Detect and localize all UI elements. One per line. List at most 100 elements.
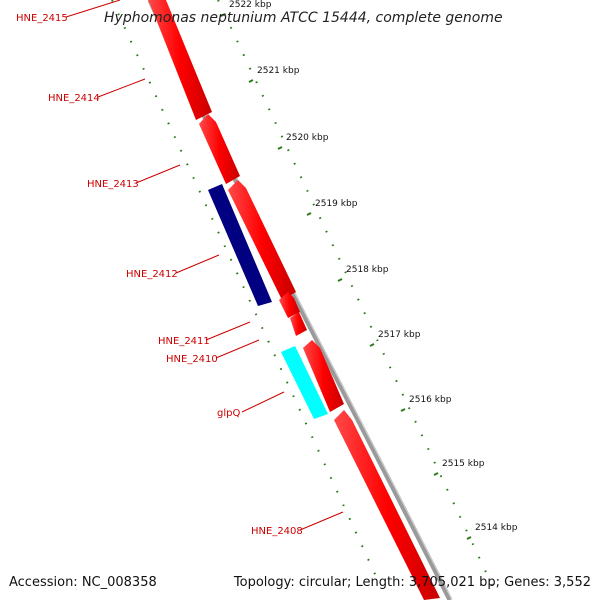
outer-track-dot bbox=[446, 488, 449, 491]
inner-track-dot bbox=[242, 285, 245, 289]
inner-track-dot bbox=[317, 449, 320, 452]
outer-track-dot bbox=[427, 447, 430, 451]
tick-mark bbox=[400, 408, 406, 412]
outer-track-dot bbox=[490, 583, 494, 587]
outer-track-dot bbox=[458, 515, 462, 518]
reverse-genes bbox=[208, 184, 328, 419]
gene-hne-2413-shape[interactable] bbox=[228, 180, 296, 300]
scale-ticks: 2522 kbp 2521 kbp 2520 kbp 2519 kbp 2518 kbp… bbox=[220, 0, 518, 540]
outer-track-dot bbox=[382, 352, 385, 356]
outer-track-dot bbox=[217, 0, 220, 2]
inner-track-dot bbox=[123, 26, 127, 30]
tick-label: 2520 kbp bbox=[286, 133, 329, 143]
gene-labels: HNE_2415 HNE_2414 HNE_2413 HNE_2412 HNE_… bbox=[16, 13, 303, 537]
inner-track-dot bbox=[129, 40, 133, 43]
inner-track-dot bbox=[354, 531, 358, 534]
map-title: Hyphomonas neptunium ATCC 15444, complet… bbox=[104, 10, 503, 26]
outer-track-dot bbox=[299, 176, 303, 179]
gene-glpq-shape[interactable] bbox=[281, 346, 328, 419]
label-hne-2413[interactable]: HNE_2413 bbox=[87, 179, 139, 190]
tick-label: 2517 kbp bbox=[378, 330, 421, 340]
outer-track-dot bbox=[407, 407, 411, 410]
inner-track-dot bbox=[361, 545, 364, 548]
tick-mark bbox=[369, 343, 375, 347]
tick-label: 2522 kbp bbox=[229, 0, 272, 10]
label-hne-2410[interactable]: HNE_2410 bbox=[166, 354, 218, 365]
tick-label: 2519 kbp bbox=[315, 199, 358, 209]
inner-track-dot bbox=[311, 435, 314, 439]
tick-mark bbox=[466, 536, 472, 540]
outer-track-dot bbox=[395, 379, 398, 383]
forward-genes bbox=[148, 0, 440, 600]
inner-track-dot bbox=[173, 136, 177, 139]
outer-track-dot bbox=[439, 474, 443, 478]
inner-track-dot bbox=[279, 367, 283, 371]
outer-track-dot bbox=[306, 189, 309, 193]
gene-hne-2408-shape[interactable] bbox=[334, 410, 440, 600]
leader-hne-2412 bbox=[175, 254, 220, 274]
inner-track-dot bbox=[367, 558, 370, 562]
outer-track-dot bbox=[274, 121, 277, 125]
inner-track-dot bbox=[285, 381, 289, 384]
outer-track-dot bbox=[420, 434, 424, 437]
gene-hne-2415-shape[interactable] bbox=[148, 0, 212, 120]
outer-track-dot bbox=[293, 162, 296, 165]
tick-mark bbox=[337, 278, 343, 282]
inner-track-dot bbox=[261, 326, 264, 330]
outer-track-dot bbox=[236, 40, 239, 43]
tick-label: 2521 kbp bbox=[257, 66, 300, 76]
outer-track-dot bbox=[344, 271, 347, 274]
label-hne-2415[interactable]: HNE_2415 bbox=[16, 13, 68, 24]
inner-track-dot bbox=[161, 108, 164, 111]
inner-track-dot bbox=[136, 54, 139, 57]
inner-track-dot bbox=[111, 0, 114, 2]
leader-hne-2414 bbox=[97, 78, 146, 98]
outer-track-dot bbox=[401, 393, 405, 396]
tick-mark bbox=[220, 13, 226, 17]
outer-track-dot bbox=[261, 94, 265, 97]
outer-track-dot bbox=[318, 216, 322, 220]
label-hne-2408[interactable]: HNE_2408 bbox=[251, 526, 303, 537]
outer-track-dot bbox=[248, 67, 252, 70]
inner-track-dot bbox=[148, 81, 152, 84]
label-hne-2411[interactable]: HNE_2411 bbox=[158, 336, 210, 347]
inner-track-dot bbox=[198, 190, 202, 193]
inner-track-dot bbox=[304, 422, 308, 425]
gene-hne-2409-shape[interactable] bbox=[303, 340, 344, 412]
inner-track-dot bbox=[248, 299, 252, 302]
outer-track-dot bbox=[484, 570, 487, 573]
outer-track-dot bbox=[242, 53, 246, 57]
inner-track-dot bbox=[229, 258, 233, 262]
inner-track-dot bbox=[323, 463, 326, 466]
gene-hne-2414-shape[interactable] bbox=[199, 114, 240, 184]
outer-track-dot bbox=[452, 502, 456, 505]
inner-track-dot bbox=[348, 517, 352, 521]
outer-track-dot bbox=[255, 81, 258, 84]
inner-track-dot bbox=[223, 245, 227, 248]
inner-track-dot bbox=[142, 67, 145, 71]
outer-track-dot bbox=[338, 257, 341, 260]
outer-track-dot bbox=[388, 366, 392, 369]
gene-hne-2412-shape[interactable] bbox=[208, 184, 272, 306]
leader-glpq bbox=[241, 391, 285, 413]
outer-track-dot bbox=[477, 556, 481, 559]
gene-hne-2411-shape[interactable] bbox=[279, 292, 300, 318]
label-glpq[interactable]: glpQ bbox=[217, 408, 240, 419]
outer-track-dot bbox=[465, 529, 468, 532]
gene-hne-2410-shape[interactable] bbox=[290, 312, 307, 336]
tick-label: 2518 kbp bbox=[346, 265, 389, 275]
tick-mark bbox=[306, 212, 312, 216]
outer-track-dot bbox=[325, 230, 328, 233]
inner-track-dot bbox=[204, 204, 208, 207]
outer-track-dot bbox=[287, 148, 290, 152]
inner-track-dot bbox=[217, 231, 220, 234]
label-hne-2414[interactable]: HNE_2414 bbox=[48, 93, 100, 104]
genome-summary-text: Topology: circular; Length: 3,705,021 bp… bbox=[233, 575, 591, 590]
outer-track-dot bbox=[280, 135, 284, 138]
inner-track-dot bbox=[179, 149, 183, 152]
inner-track-dot bbox=[273, 354, 276, 357]
inner-track-dot bbox=[298, 408, 302, 412]
label-hne-2412[interactable]: HNE_2412 bbox=[126, 269, 178, 280]
leader-hne-2410 bbox=[215, 339, 260, 359]
